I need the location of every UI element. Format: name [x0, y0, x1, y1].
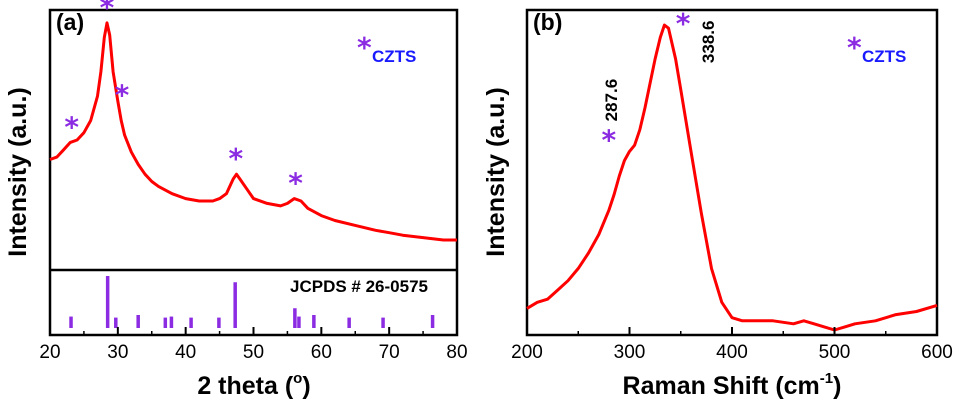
panel-a-x-axis-title-close: ): [302, 372, 310, 400]
panel-a-x-axis-title-main: 2 theta (: [197, 372, 294, 400]
panel-b-peak-annotations: *287.6* 338.6: [601, 7, 718, 156]
panel-a-peak-star: *: [288, 167, 303, 200]
panel-a-x-ticks: 20 30 40 50 60 70 80: [39, 327, 468, 363]
panel-b-label: (b): [533, 9, 562, 35]
x-tick-label: 50: [243, 342, 264, 363]
x-tick-label: 200: [511, 342, 543, 363]
panel-a-label: (a): [56, 9, 84, 35]
panel-a-y-axis-title: Intensity (a.u.): [4, 87, 32, 256]
panel-b-legend-star: *: [847, 31, 862, 64]
panel-b-peak-star: *: [601, 123, 616, 156]
panel-b-raman-line: [526, 23, 938, 332]
x-tick-label: 80: [446, 342, 467, 363]
panel-b-x-axis-title-close: ): [833, 372, 841, 400]
panel-b-peak-label: 338.6: [699, 21, 718, 64]
panel-a-reference-label: JCPDS # 26-0575: [290, 277, 428, 296]
panel-a-reference-bars: [69, 276, 435, 328]
panel-b-peak-star: *: [676, 7, 691, 40]
panel-b-legend: * CZTS: [847, 31, 906, 66]
panel-b-x-axis-title: Raman Shift (cm-1): [623, 370, 842, 400]
panel-a-peak-star: *: [229, 142, 244, 175]
x-tick-label: 30: [107, 342, 128, 363]
panel-a-peak-star: *: [100, 0, 115, 24]
x-tick-label: 70: [379, 342, 400, 363]
panel-a-series-group: [49, 21, 457, 242]
panel-a-legend-text: CZTS: [372, 47, 416, 66]
panel-b-peak-label: 287.6: [602, 79, 621, 122]
panel-a-xrd-line: [49, 21, 457, 242]
panel-a-peak-markers: * * * * *: [64, 0, 303, 200]
panel-a: (a) * * * * * 20 30 40 50 60 70 80 JCPDS # 26-0575…: [4, 0, 468, 400]
panel-b: (b) *287.6* 338.6 200 300 400 500 600 * CZTS …: [482, 7, 953, 400]
panel-b-x-axis-title-sup: -1: [820, 370, 833, 387]
panel-b-x-axis-title-main: Raman Shift (cm: [623, 372, 820, 400]
x-tick-label: 60: [311, 342, 332, 363]
panel-a-legend: * CZTS: [357, 31, 416, 66]
panel-a-peak-star: *: [64, 110, 79, 143]
x-tick-label: 500: [819, 342, 851, 363]
panel-b-x-ticks: 200 300 400 500 600: [511, 327, 953, 363]
panel-a-x-axis-title: 2 theta (o): [197, 370, 310, 400]
panel-b-legend-text: CZTS: [862, 47, 906, 66]
panel-a-peak-star: *: [115, 79, 130, 112]
x-tick-label: 40: [175, 342, 196, 363]
x-tick-label: 600: [921, 342, 953, 363]
panel-a-legend-star: *: [357, 31, 372, 64]
panel-b-series-group: [526, 23, 938, 332]
panel-b-y-axis-title: Intensity (a.u.): [482, 87, 510, 256]
panel-a-x-axis-title-sup: o: [293, 370, 302, 387]
x-tick-label: 400: [716, 342, 748, 363]
x-tick-label: 300: [614, 342, 646, 363]
x-tick-label: 20: [39, 342, 60, 363]
